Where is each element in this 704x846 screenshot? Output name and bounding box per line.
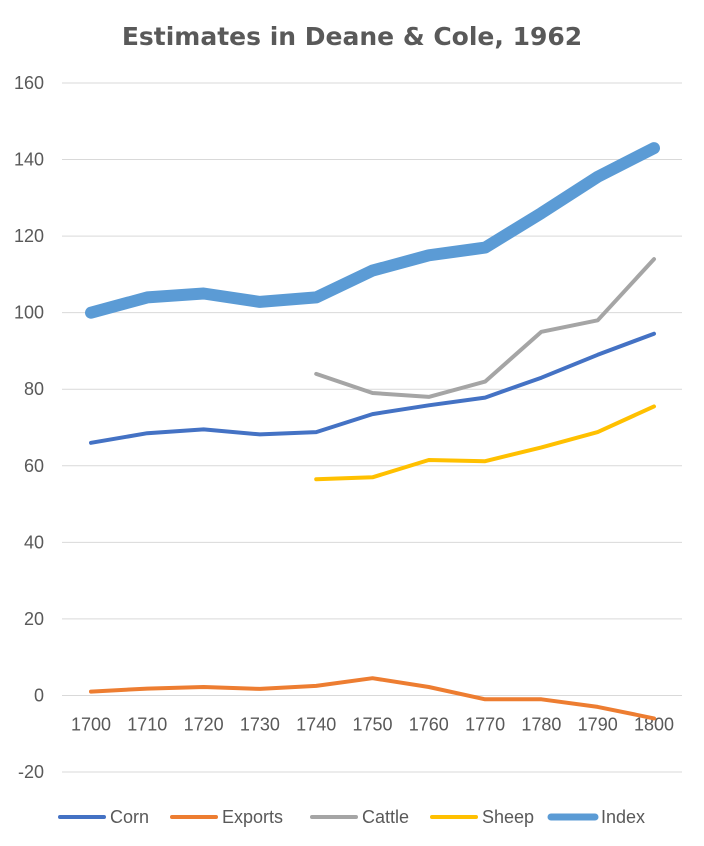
y-tick-label: 120 [14,226,44,246]
y-axis-tick-labels: -20 0 20 40 60 80 100 120 140 160 [14,73,44,782]
x-tick-label: 1760 [409,714,449,734]
series-index-line [85,142,660,319]
x-tick-label: 1800 [634,714,674,734]
x-tick-label: 1720 [184,714,224,734]
y-tick-label: 0 [34,685,44,705]
series-exports-line [89,676,656,721]
legend-label-sheep: Sheep [482,807,534,827]
y-tick-label: 20 [24,609,44,629]
y-tick-label: 140 [14,150,44,170]
legend-label-corn: Corn [110,807,149,827]
x-tick-label: 1730 [240,714,280,734]
y-tick-label: 40 [24,532,44,552]
legend-label-cattle: Cattle [362,807,409,827]
series-sheep-line [314,404,656,482]
x-tick-label: 1740 [296,714,336,734]
x-tick-label: 1710 [127,714,167,734]
x-tick-label: 1790 [578,714,618,734]
y-tick-label: 160 [14,73,44,93]
legend-label-exports: Exports [222,807,283,827]
x-tick-label: 1750 [352,714,392,734]
x-tick-label: 1770 [465,714,505,734]
y-tick-label: 60 [24,456,44,476]
series-corn-line [89,331,656,445]
x-tick-label: 1700 [71,714,111,734]
y-tick-label: 100 [14,303,44,323]
series-lines [85,142,660,721]
chart-title: Estimates in Deane & Cole, 1962 [122,22,582,51]
legend: Corn Exports Cattle Sheep Index [58,807,645,827]
x-tick-label: 1780 [521,714,561,734]
gridlines [62,82,682,773]
x-axis-tick-labels: 1700 1710 1720 1730 1740 1750 1760 1770 1780 1790… [71,714,674,734]
legend-label-index: Index [601,807,645,827]
y-tick-label: -20 [18,762,44,782]
y-tick-label: 80 [24,379,44,399]
series-cattle-line [314,257,656,399]
